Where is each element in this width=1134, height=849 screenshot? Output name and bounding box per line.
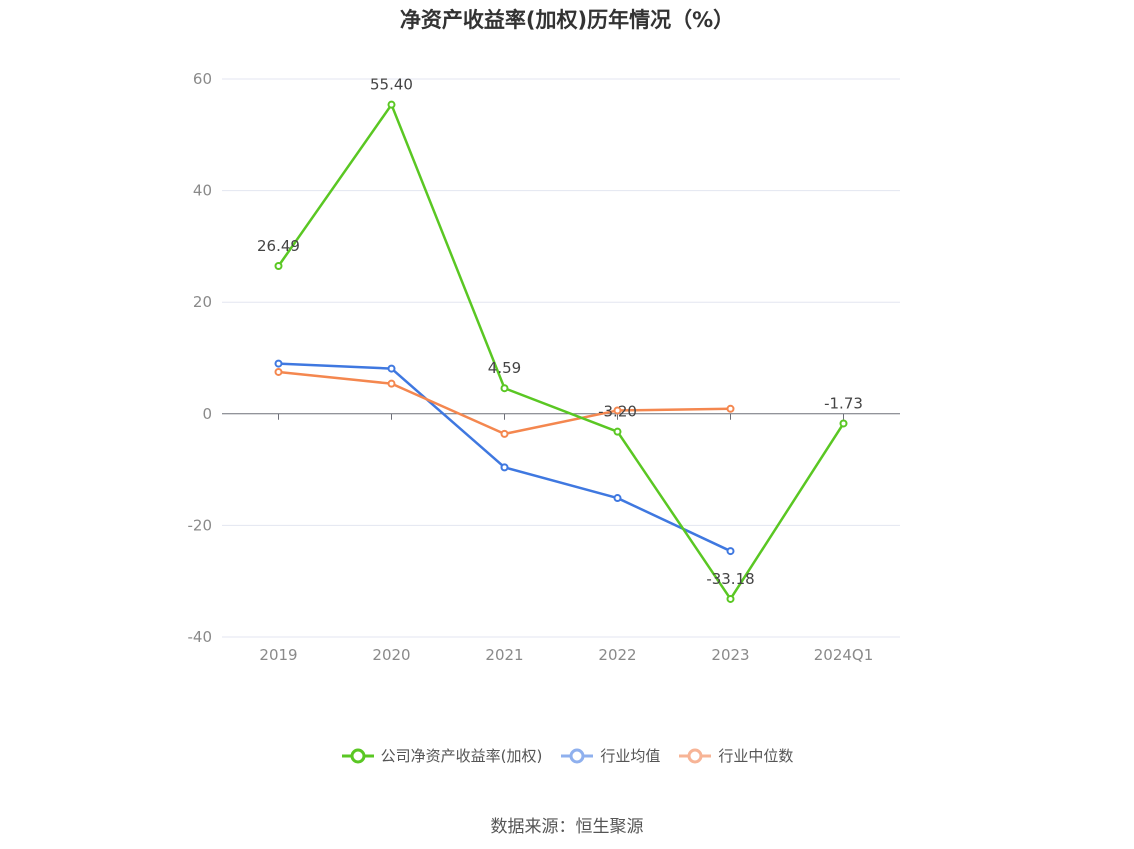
y-tick-label: 60 (193, 70, 212, 88)
x-tick-label: 2019 (259, 646, 297, 664)
legend-marker-industry-mean-icon (561, 748, 594, 763)
series-lines (274, 100, 848, 603)
data-point (500, 384, 509, 393)
data-point (387, 364, 396, 373)
legend: 公司净资产收益率(加权) 行业均值 行业中位数 (0, 745, 1134, 766)
series-line (278, 370, 731, 436)
data-label: 4.59 (488, 359, 521, 377)
y-tick-label: -20 (188, 516, 213, 534)
data-point (726, 547, 735, 556)
legend-item-industry-median[interactable]: 行业中位数 (678, 745, 793, 766)
axes: 60 40 20 0 -20 -40 2019 2020 2021 2022 2023 2024Q1 (188, 70, 900, 664)
data-point (274, 367, 283, 376)
grid-lines (222, 78, 900, 638)
y-tick-label: -40 (188, 628, 213, 646)
y-tick-label: 40 (193, 182, 212, 200)
data-point (387, 100, 396, 109)
legend-label-company: 公司净资产收益率(加权) (380, 747, 543, 765)
y-tick-label: 20 (193, 293, 212, 311)
legend-item-industry-mean[interactable]: 行业均值 (560, 745, 660, 766)
source-note: 数据来源：恒生聚源 (490, 817, 644, 837)
y-tick-label: 0 (202, 405, 212, 423)
data-point (500, 429, 509, 438)
data-label: -1.73 (824, 394, 863, 412)
legend-marker-industry-median-icon (679, 748, 712, 763)
legend-label-industry-median: 行业中位数 (718, 747, 794, 765)
x-tick-label: 2021 (485, 646, 523, 664)
data-point (274, 359, 283, 368)
data-point (726, 594, 735, 603)
chart-title: 净资产收益率(加权)历年情况（%） (399, 8, 735, 32)
data-labels: 26.49 55.40 4.59 -3.20 -33.18 -1.73 (257, 76, 863, 588)
x-tick-label: 2023 (711, 646, 749, 664)
data-point (726, 404, 735, 413)
series-line (277, 103, 845, 601)
data-point (274, 261, 283, 270)
data-point (500, 463, 509, 472)
x-tick-label: 2020 (372, 646, 410, 664)
data-point (387, 379, 396, 388)
legend-marker-company-icon (341, 748, 374, 763)
data-point (613, 406, 622, 415)
data-label: -3.20 (598, 403, 637, 421)
data-label: 26.49 (257, 237, 300, 255)
data-point (613, 427, 622, 436)
data-point (613, 494, 622, 503)
legend-item-company[interactable]: 公司净资产收益率(加权) (341, 745, 543, 766)
x-tick-label: 2022 (598, 646, 636, 664)
legend-label-industry-mean: 行业均值 (600, 747, 661, 765)
data-label: 55.40 (370, 76, 413, 94)
x-tick-label: 2024Q1 (814, 646, 874, 664)
data-label: -33.18 (706, 570, 754, 588)
data-point (839, 419, 848, 428)
